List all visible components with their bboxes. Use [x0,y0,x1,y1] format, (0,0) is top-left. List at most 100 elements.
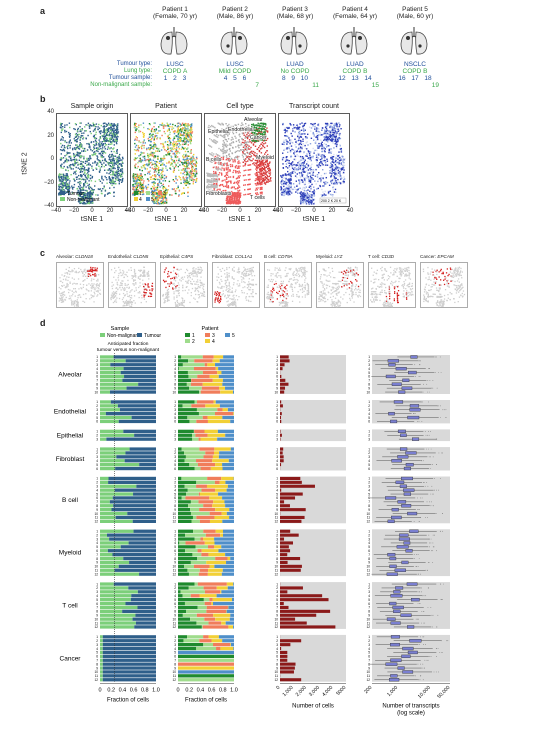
fraction-bar [100,553,113,557]
outlier [430,501,432,503]
row-label-lung: Lung type: [123,68,152,74]
outlier [436,405,438,407]
patient-bar [223,533,234,537]
fraction-bar [100,594,132,598]
outlier [426,448,427,450]
row-number: 6 [174,655,176,659]
patient-bar [215,617,230,621]
count-tick: 0 [275,685,281,691]
patient-bar [184,564,194,568]
row-number: 5 [96,416,98,420]
fraction-bar [100,590,138,594]
patient-bar [214,537,234,541]
tsne-xlabel: tSNE 1 [302,216,326,223]
outlier [428,368,430,369]
outlier [437,405,439,407]
patient-bar [178,515,193,520]
patient-bar [209,564,215,568]
lung-icon [400,27,428,55]
count-bar [280,400,282,404]
box [409,404,420,408]
patient-bar [178,609,187,613]
row-number: 4 [174,488,176,492]
group-label: Fibroblast [56,456,85,463]
tumour-type: LUAD [286,61,304,68]
row-number: 3 [174,485,176,489]
outlier [430,607,432,608]
row-number: 6 [174,549,176,553]
row-number: 2 [368,359,370,363]
outlier [436,489,437,491]
transcript-tick: 1,000 [386,685,399,698]
row-number: 9 [96,508,98,512]
fraction-bar [111,508,156,512]
fraction-bar [100,605,138,610]
fraction-bar [126,386,156,390]
fraction-bar [100,541,129,545]
row-number: 5 [174,651,176,655]
patient-bar [189,386,202,390]
patient-bar [226,609,227,613]
row-number: 4 [174,647,176,651]
legend-swatch [225,333,230,337]
legend-label: 5 [232,333,235,339]
fraction-bar [135,621,156,625]
row-number: 4 [174,594,176,598]
patient-bar [221,370,234,375]
outlier [434,489,435,491]
row-number: 3 [96,537,98,541]
row-number: 1 [174,355,176,359]
box [392,605,404,610]
tsne-xlabel: tSNE 1 [80,216,104,223]
outlier [423,383,424,385]
fraction-bar [100,511,128,516]
patient-bar [196,408,218,412]
row-number: 2 [368,451,370,455]
fraction-bar [100,404,118,408]
box [390,643,400,647]
row-number: 2 [174,451,176,455]
patient-bar [178,511,191,516]
row-number: 4 [96,541,98,545]
patient-bar [226,560,234,565]
fraction-bar [138,382,156,386]
fraction-bar [100,419,119,424]
row-number: 11 [367,674,371,678]
row-number: 4 [276,647,278,651]
count-bar [280,586,303,590]
patient-bar [178,476,182,481]
outlier [432,626,433,628]
fraction-bar [100,639,103,643]
tsne-xtick: 0 [90,208,94,214]
fraction-bar [100,386,127,390]
patient-bar [200,390,221,394]
patient-bar [185,549,198,553]
patient-bar [178,564,185,568]
outlier [441,640,443,642]
legend-swatch [137,333,142,337]
outlier [430,431,431,432]
fraction-bar [118,419,156,424]
row-number: 9 [368,386,370,390]
patient-bar [178,646,197,651]
patient-bar [200,466,211,471]
outlier [419,591,421,593]
patient-subtitle: (Female, 64 yr) [332,13,378,20]
row-number: 5 [96,545,98,549]
outlier [422,391,424,393]
lung-type: No COPD [280,68,310,75]
outlier [427,468,429,469]
row-number: 12 [366,625,370,629]
anticipated-label: tumour versus non-malignant [97,347,160,353]
count-bg [280,400,346,424]
outlier [418,644,420,645]
patient-bar [178,386,190,390]
patient-bar [226,609,234,613]
row-number: 6 [276,375,278,379]
patient-bar [225,621,234,625]
count-bar [280,496,296,500]
row-number: 6 [96,375,98,379]
row-number: 5 [96,651,98,655]
tsne-xtick: 40 [124,208,132,214]
patient-bar [178,455,186,459]
